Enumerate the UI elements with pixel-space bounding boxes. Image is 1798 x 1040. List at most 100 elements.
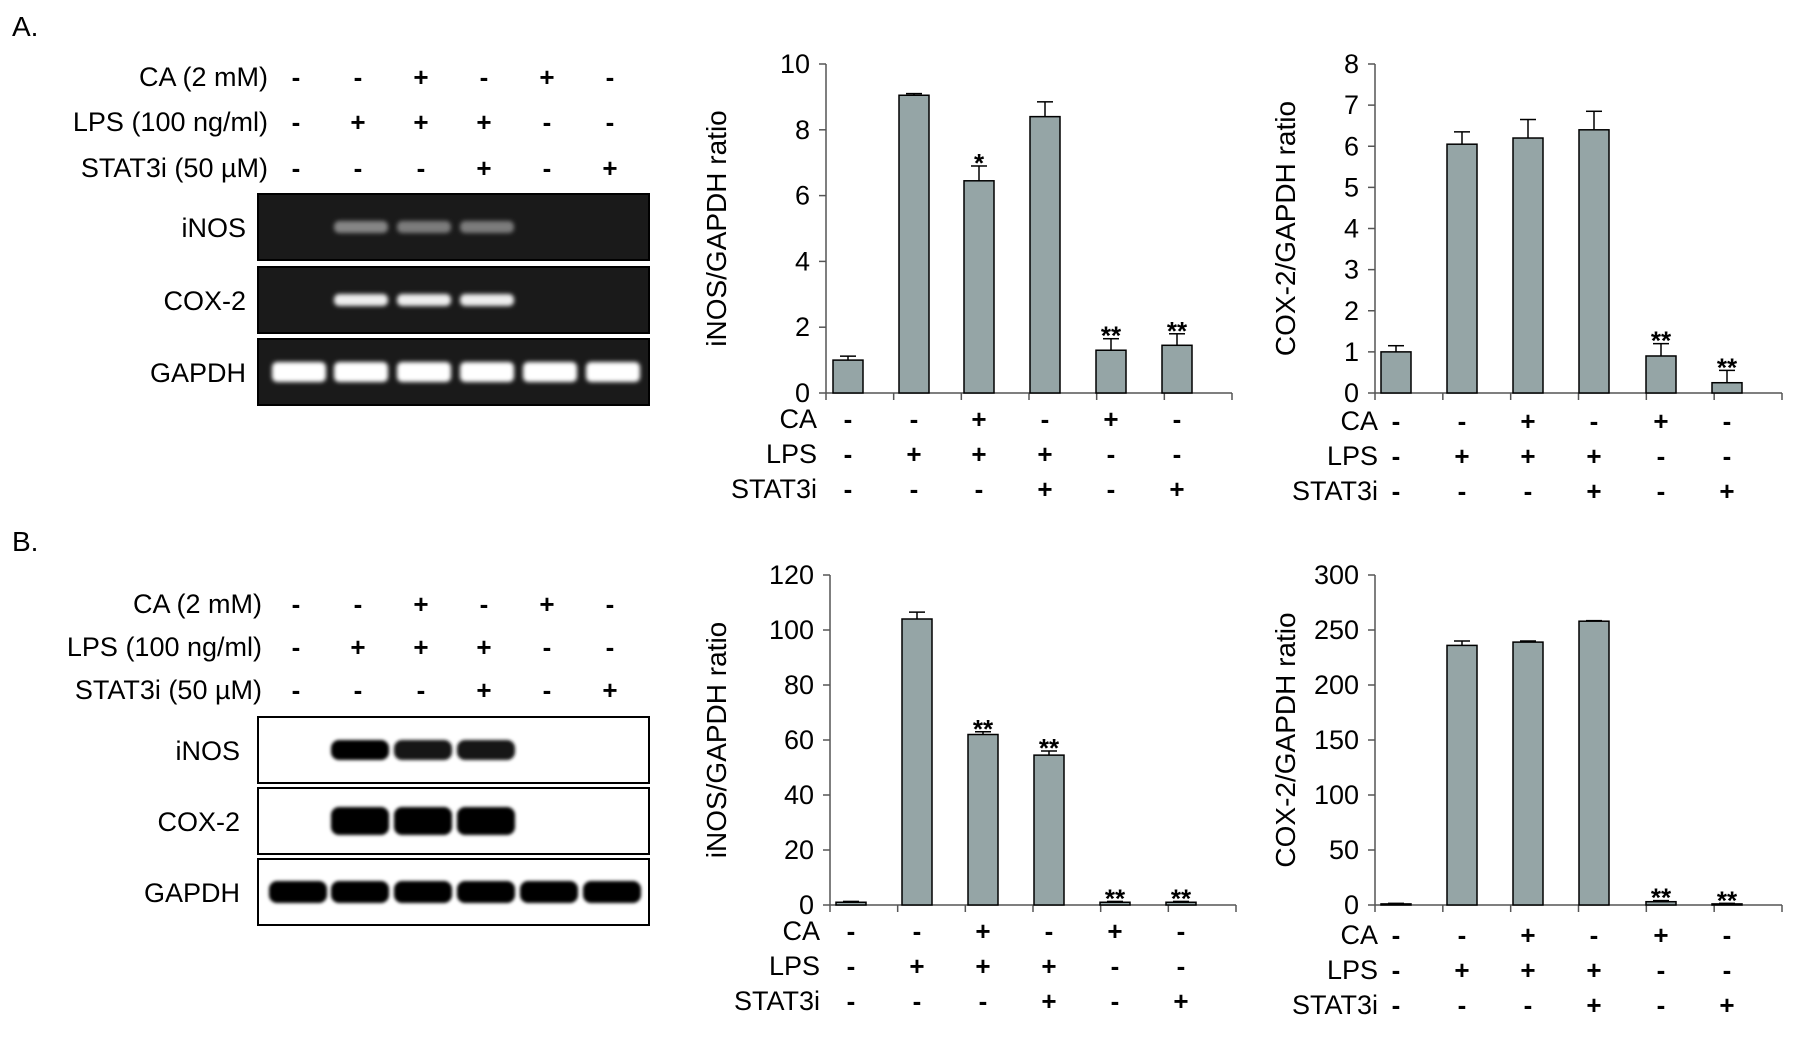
significance-mark: ** [1651,883,1672,913]
minus-sign: - [844,474,853,504]
gel-band [331,881,389,903]
plus-sign: + [413,589,428,619]
y-tick-label: 150 [1314,725,1359,755]
y-tick-label: 4 [1344,214,1359,244]
plus-sign: + [476,153,491,183]
y-axis-label: COX-2/GAPDH ratio [1270,101,1301,356]
minus-sign: - [910,404,919,434]
bar [1512,641,1544,906]
y-tick-label: 80 [784,670,814,700]
treatment-label: CA (2 mM) [133,589,262,619]
bar [1578,620,1610,906]
plus-sign: + [602,675,617,705]
minus-sign: - [1107,474,1116,504]
minus-sign: - [847,916,856,946]
minus-sign: - [1524,990,1533,1020]
y-axis-label: COX-2/GAPDH ratio [1270,612,1301,867]
blot-label: iNOS [175,736,240,766]
minus-sign: - [606,632,615,662]
minus-sign: - [417,675,426,705]
plus-sign: + [1653,406,1668,436]
minus-sign: - [1723,406,1732,436]
plus-sign: + [602,153,617,183]
gel-panel-a: CA (2 mM) - - + - + -LPS (100 ng/ml) - + + + - -STAT… [73,62,650,406]
minus-sign: - [1392,476,1401,506]
plus-sign: + [1719,990,1734,1020]
blot-box [257,193,650,261]
minus-sign: - [292,107,301,137]
bar [901,618,933,906]
plus-sign: + [1103,404,1118,434]
minus-sign: - [1041,404,1050,434]
minus-sign: - [354,675,363,705]
plus-sign: + [1586,441,1601,471]
treatment-label: STAT3i [734,986,820,1016]
minus-sign: - [844,439,853,469]
plus-sign: + [539,589,554,619]
y-tick-label: 120 [769,560,814,590]
minus-sign: - [354,589,363,619]
minus-sign: - [1657,990,1666,1020]
treatment-label: STAT3i [731,474,817,504]
minus-sign: - [847,986,856,1016]
plus-sign: + [1037,474,1052,504]
plus-sign: + [1586,990,1601,1020]
plus-sign: + [909,951,924,981]
treatment-label: LPS [1327,441,1378,471]
bar [1380,351,1412,394]
significance-mark: ** [1167,316,1188,346]
minus-sign: - [1392,441,1401,471]
bar [1446,143,1478,394]
plus-sign: + [539,62,554,92]
gel-panel-b: CA (2 mM) - - + - + -LPS (100 ng/ml) - + + + - -STAT… [67,589,650,926]
y-tick-label: 4 [795,246,810,276]
blot-label: iNOS [181,213,246,243]
minus-sign: - [1111,986,1120,1016]
significance-mark: ** [1039,733,1060,763]
minus-sign: - [1590,406,1599,436]
minus-sign: - [1392,990,1401,1020]
y-axis-label: iNOS/GAPDH ratio [701,110,732,347]
y-tick-label: 8 [1344,49,1359,79]
bar [1095,349,1127,394]
minus-sign: - [292,589,301,619]
treatment-label: STAT3i (50 µM) [75,675,262,705]
plus-sign: + [1454,441,1469,471]
blot-box [257,266,650,334]
y-tick-label: 200 [1314,670,1359,700]
minus-sign: - [1723,955,1732,985]
minus-sign: - [1173,404,1182,434]
minus-sign: - [1458,920,1467,950]
treatment-label: CA [1340,920,1378,950]
treatment-label: LPS [769,951,820,981]
minus-sign: - [606,107,615,137]
minus-sign: - [543,153,552,183]
gel-band [394,740,452,760]
y-tick-label: 2 [1344,296,1359,326]
minus-sign: - [292,632,301,662]
bar [963,180,995,394]
minus-sign: - [913,986,922,1016]
bar [1645,355,1677,394]
minus-sign: - [1657,955,1666,985]
gel-band [334,294,388,306]
gel-band [583,881,641,903]
bar [1033,754,1065,906]
plus-sign: + [971,439,986,469]
bar [1161,344,1193,394]
gel-band [397,294,451,306]
treatment-label: CA [1340,406,1378,436]
gel-band [523,362,577,382]
plus-sign: + [1169,474,1184,504]
y-tick-label: 0 [799,890,814,920]
bar [1512,137,1544,394]
minus-sign: - [1177,916,1186,946]
minus-sign: - [1458,406,1467,436]
minus-sign: - [1657,441,1666,471]
plus-sign: + [1586,955,1601,985]
minus-sign: - [847,951,856,981]
plus-sign: + [1454,955,1469,985]
significance-mark: ** [1101,321,1122,351]
blot-box [257,787,650,855]
